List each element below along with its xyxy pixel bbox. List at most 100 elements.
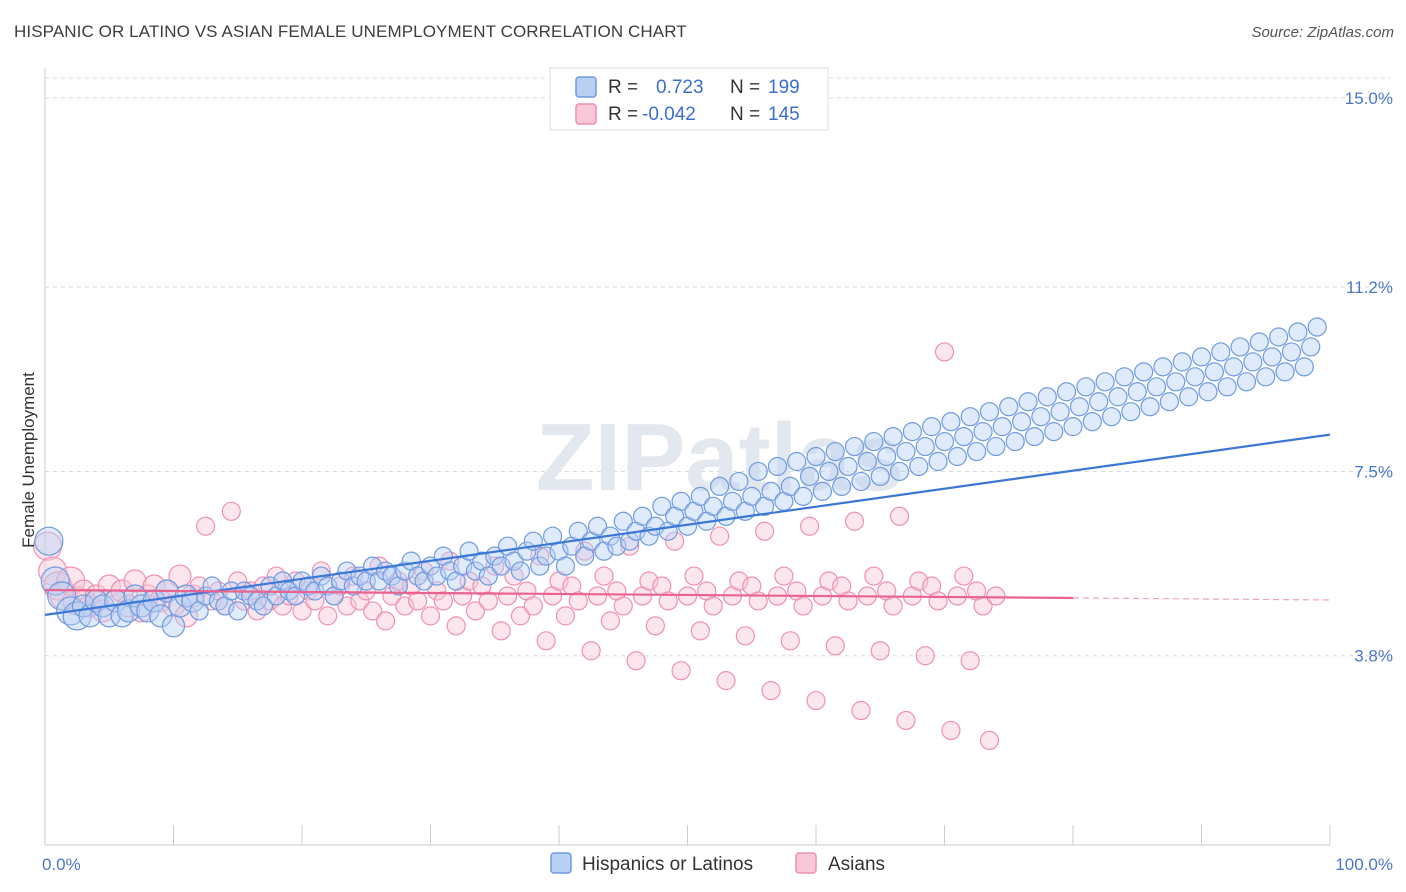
hispanics-point [1069, 397, 1090, 417]
asians-point [639, 571, 659, 591]
asians-point [870, 641, 890, 661]
asians-point [408, 591, 428, 611]
asians-point [838, 591, 858, 611]
hispanics-point [1011, 412, 1032, 432]
asians-point [844, 511, 865, 531]
asians-point [420, 606, 441, 626]
hispanics-point [934, 431, 955, 452]
hispanics-point [1095, 372, 1115, 392]
hispanics-point [979, 402, 1000, 422]
hispanics-point [1018, 392, 1038, 412]
hispanics-point [941, 412, 961, 432]
asians-point [555, 606, 576, 626]
hispanics-point [34, 526, 64, 556]
hispanics-point [851, 471, 871, 492]
hispanics-point [1275, 362, 1295, 382]
asians-point [793, 596, 813, 616]
hispanics-point [1249, 332, 1269, 352]
asians-trend-line [44, 588, 1074, 600]
hispanics-point [761, 481, 781, 501]
hispanics-point [967, 441, 987, 462]
hispanics-point [857, 451, 878, 472]
hispanics-point [161, 614, 186, 638]
hispanics-point [729, 471, 749, 492]
asians-point [703, 596, 723, 616]
hispanics-point [1056, 382, 1077, 402]
hispanics-point [1153, 357, 1173, 377]
hispanics-point [607, 536, 627, 556]
hispanics-point [799, 466, 820, 487]
hispanics-point [1301, 337, 1321, 357]
hispanics-point [909, 456, 929, 477]
legend-n-label-1: N = [730, 77, 760, 98]
asians-point [613, 596, 633, 616]
hispanics-point [1288, 322, 1308, 342]
hispanics-point [1031, 407, 1051, 427]
hispanics-point [915, 436, 935, 457]
hispanics-point [1262, 347, 1282, 367]
hispanics-point [228, 601, 248, 621]
x-tick-label-1: 100.0% [1335, 855, 1393, 874]
asians-point [498, 586, 518, 606]
asians-point [363, 601, 383, 621]
hispanics-point [864, 431, 884, 452]
asians-point [979, 730, 1000, 751]
hispanics-point [1101, 407, 1122, 427]
hispanics-point [408, 566, 428, 586]
hispanics-point [1140, 397, 1160, 417]
hispanics-point [1191, 347, 1212, 367]
hispanics-point [992, 417, 1012, 437]
hispanics-point [253, 596, 274, 616]
hispanics-point [1217, 377, 1237, 397]
hispanics-point [1204, 362, 1224, 382]
asians-point [626, 651, 646, 671]
legend-swatch-pink [575, 103, 597, 125]
asians-point [690, 621, 710, 641]
hispanics-point [819, 461, 839, 482]
asians-point [581, 641, 601, 661]
hispanics-point [787, 451, 807, 472]
hispanics-point [478, 566, 498, 586]
asians-point [221, 501, 241, 521]
asians-point [729, 571, 749, 591]
hispanics-point [1127, 382, 1147, 402]
asians-point [819, 571, 839, 591]
hispanics-point [1281, 342, 1302, 362]
hispanics-point [652, 496, 672, 516]
asians-point [491, 621, 511, 641]
hispanics-point [793, 486, 813, 506]
hispanics-point [530, 556, 550, 576]
hispanics-point [1005, 431, 1025, 452]
asians-point [928, 591, 948, 611]
asians-point [485, 556, 505, 576]
hispanics-point [504, 551, 524, 571]
hispanics-point [587, 516, 608, 536]
y-tick-label-3: 15.0% [1345, 89, 1393, 108]
bottom-swatch-pink [795, 852, 817, 874]
hispanics-point [812, 481, 833, 501]
y-tick-labels: 3.8% 7.5% 11.2% 15.0% [1345, 89, 1393, 666]
hispanics-point [1211, 342, 1231, 362]
asians-point [446, 616, 466, 636]
hispanics-point [343, 576, 363, 596]
hispanics-point [1050, 402, 1070, 422]
asians-point [825, 636, 845, 656]
legend-swatch-blue [575, 76, 597, 98]
hispanics-point [947, 446, 967, 467]
legend-r-value-1: 0.723 [656, 77, 704, 98]
bottom-legend-label-2: Asians [828, 854, 885, 875]
asians-point [510, 606, 531, 626]
hispanics-point [722, 491, 743, 511]
asians-point [671, 661, 691, 681]
asians-point [915, 646, 935, 666]
asians-point [960, 651, 980, 671]
asians-point [889, 506, 910, 526]
asians-point [761, 681, 781, 701]
legend-n-value-1: 199 [768, 77, 800, 98]
asians-point [941, 720, 961, 741]
asians-point [780, 631, 800, 651]
chart-title: HISPANIC OR LATINO VS ASIAN FEMALE UNEMP… [14, 22, 687, 41]
asians-point [587, 586, 608, 606]
hispanics-point [1121, 402, 1141, 422]
hispanics-point [260, 576, 280, 596]
